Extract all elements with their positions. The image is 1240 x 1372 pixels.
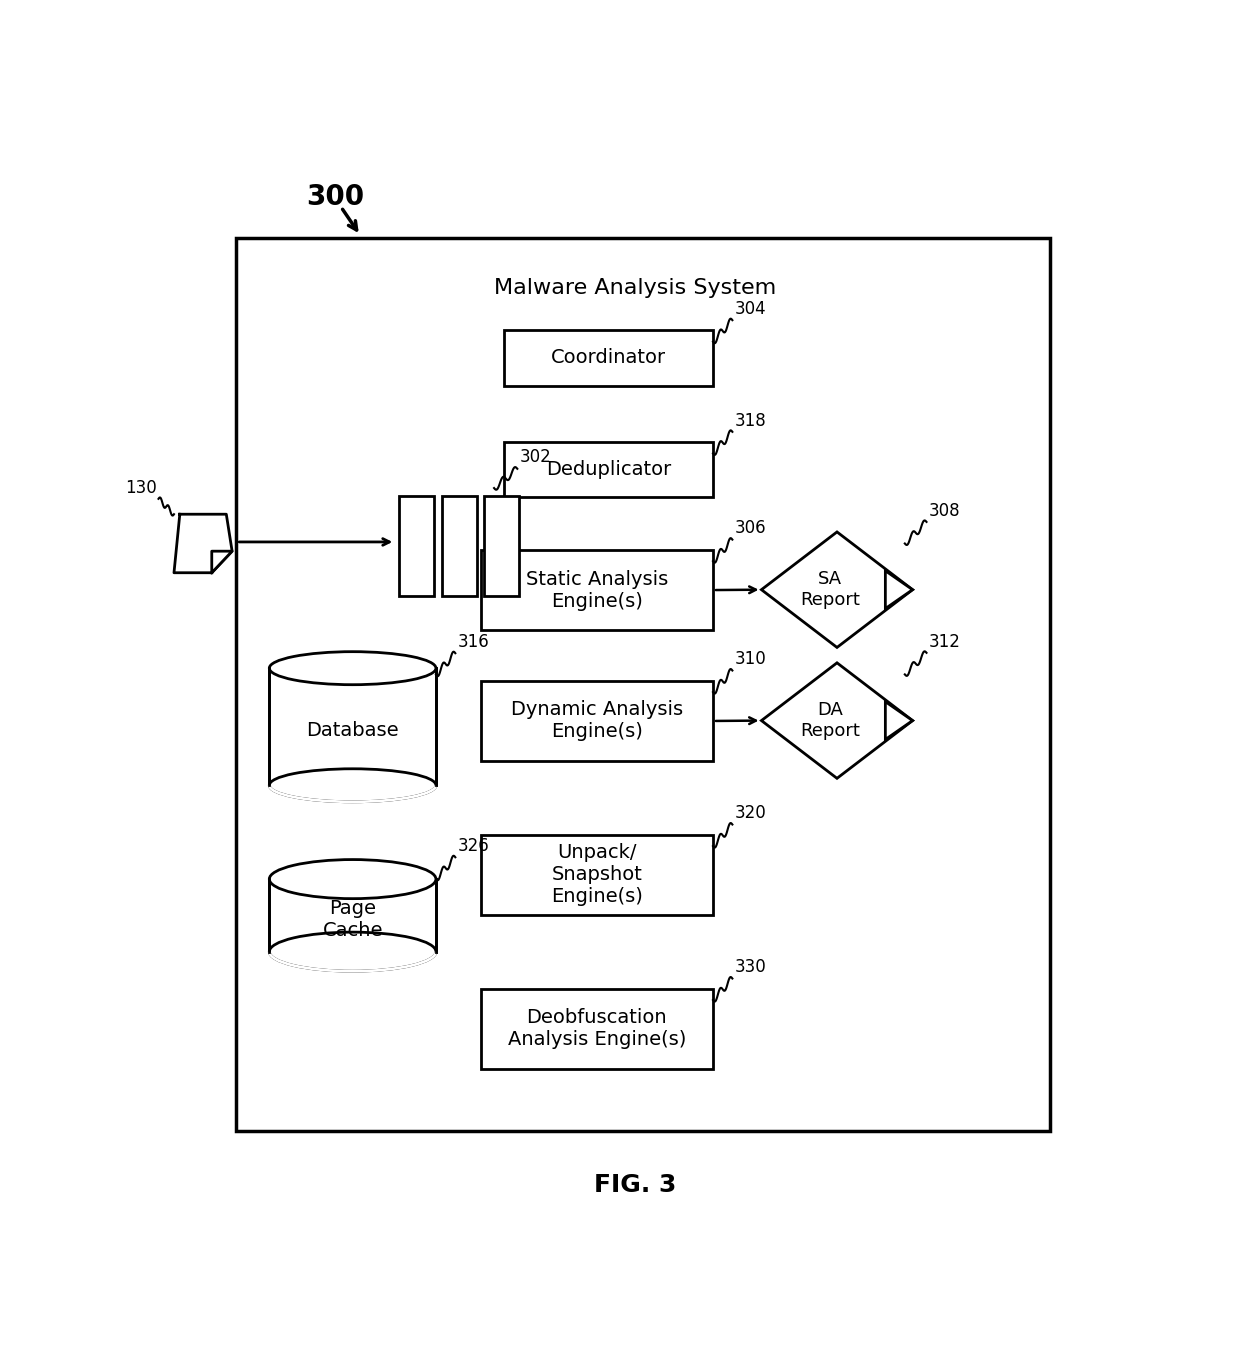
Ellipse shape <box>269 652 436 685</box>
Text: 130: 130 <box>125 479 157 497</box>
Text: Deobfuscation
Analysis Engine(s): Deobfuscation Analysis Engine(s) <box>507 1008 686 1050</box>
Text: 320: 320 <box>734 804 766 822</box>
Bar <box>481 681 713 761</box>
Ellipse shape <box>269 768 436 801</box>
Bar <box>269 668 436 785</box>
Text: SA
Report: SA Report <box>800 571 861 609</box>
Text: 312: 312 <box>929 632 961 650</box>
Text: Page
Cache: Page Cache <box>322 899 383 940</box>
Text: 310: 310 <box>734 650 766 668</box>
Text: Malware Analysis System: Malware Analysis System <box>495 279 776 298</box>
Ellipse shape <box>269 932 436 971</box>
Text: 330: 330 <box>734 958 766 977</box>
Bar <box>481 834 713 915</box>
Bar <box>503 331 713 386</box>
Bar <box>399 495 434 595</box>
Text: 326: 326 <box>458 837 490 855</box>
Text: 306: 306 <box>734 520 766 538</box>
Bar <box>503 442 713 497</box>
Text: Database: Database <box>306 722 399 740</box>
Text: 304: 304 <box>734 300 766 318</box>
Text: Coordinator: Coordinator <box>551 348 666 368</box>
Text: Static Analysis
Engine(s): Static Analysis Engine(s) <box>526 569 668 611</box>
Text: Dynamic Analysis
Engine(s): Dynamic Analysis Engine(s) <box>511 701 683 741</box>
Bar <box>269 879 436 952</box>
Polygon shape <box>174 514 232 572</box>
Polygon shape <box>885 571 913 609</box>
Polygon shape <box>212 552 232 572</box>
Text: Deduplicator: Deduplicator <box>546 460 671 479</box>
Text: FIG. 3: FIG. 3 <box>594 1173 677 1196</box>
Text: 302: 302 <box>520 449 552 466</box>
Text: 300: 300 <box>306 182 365 211</box>
Text: 318: 318 <box>734 412 766 429</box>
Bar <box>485 495 520 595</box>
Bar <box>481 550 713 631</box>
Text: 316: 316 <box>458 632 490 650</box>
Bar <box>237 237 1050 1131</box>
Text: DA
Report: DA Report <box>800 701 861 740</box>
Polygon shape <box>761 663 913 778</box>
Bar <box>481 989 713 1069</box>
Polygon shape <box>761 532 913 648</box>
Ellipse shape <box>269 860 436 899</box>
Text: 308: 308 <box>929 502 961 520</box>
Bar <box>441 495 476 595</box>
Polygon shape <box>885 701 913 740</box>
Text: Unpack/
Snapshot
Engine(s): Unpack/ Snapshot Engine(s) <box>551 844 642 907</box>
